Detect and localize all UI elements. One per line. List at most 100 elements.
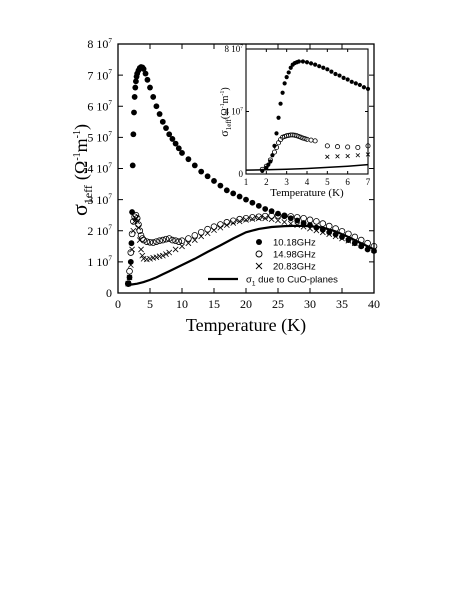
inset-ylabel-sigma: σ (217, 130, 231, 137)
main-ylabel-m: m (71, 138, 91, 152)
main-point-14-98ghz (210, 223, 218, 231)
inset-ylabel-sub: 1eff (225, 118, 233, 130)
main-point-14-98ghz (162, 235, 170, 243)
main-point-10-18ghz (166, 131, 173, 138)
main-point-14-98ghz (223, 219, 231, 226)
main-point-10-18ghz (147, 84, 153, 91)
inset-series-line-1-due-to-cuo-planes (245, 163, 369, 171)
inset-point-14-98ghz (365, 143, 371, 149)
main-point-14-98ghz (127, 249, 135, 256)
main-y-tick-mantissa: 7 10 (87, 68, 108, 82)
inset-point-10-18ghz (317, 64, 322, 69)
main-ylabel-close: ) (71, 124, 92, 130)
main-point-20-83ghz (153, 254, 160, 261)
main-y-tick-mantissa: 1 10 (87, 255, 108, 269)
main-point-20-83ghz (223, 222, 230, 229)
main-point-20-83ghz (255, 215, 262, 222)
main-point-20-83ghz (159, 252, 166, 259)
main-point-14-98ghz (149, 239, 157, 246)
inset-ylabel-sup2: -1 (220, 91, 226, 96)
main-point-20-83ghz (133, 215, 139, 222)
main-point-14-98ghz (306, 216, 314, 224)
main-point-10-18ghz (132, 84, 139, 91)
legend-cuo-sub: 1 (252, 281, 256, 288)
main-y-tick-exponent: 7 (108, 68, 112, 76)
main-point-14-98ghz (229, 217, 237, 225)
main-point-10-18ghz (217, 182, 224, 189)
main-point-20-83ghz (204, 230, 211, 237)
inset-y-tick-mantissa: 4 10 (225, 107, 241, 117)
inset-x-tick-label: 7 (366, 177, 371, 187)
inset-point-14-98ghz (263, 163, 269, 169)
main-point-20-83ghz (230, 220, 237, 226)
main-point-20-83ghz (275, 217, 281, 224)
main-point-14-98ghz (191, 232, 199, 239)
main-point-10-18ghz (211, 178, 217, 184)
main-ylabel-sigma: σ (67, 204, 92, 216)
main-y-tick-label: 8 107 (87, 37, 112, 51)
main-x-axis: 0 5 10 15 20 25 30 35 40 (115, 44, 380, 311)
inset-point-20-83ghz (335, 154, 340, 159)
main-point-20-83ghz (135, 224, 142, 231)
main-y-tick-label: 5 107 (87, 130, 112, 144)
main-y-tick-exponent: 7 (108, 255, 112, 263)
main-point-20-83ghz (217, 224, 224, 231)
inset-point-10-18ghz (272, 143, 277, 148)
main-point-14-98ghz (178, 237, 186, 245)
inset-point-10-18ghz (286, 70, 291, 75)
legend-label-14-98ghz: 14.98GHz (273, 250, 316, 261)
main-point-14-98ghz (236, 215, 243, 223)
inset-point-10-18ghz (282, 81, 287, 86)
inset-point-10-18ghz (313, 62, 318, 67)
main-y-tick-exponent: 7 (108, 161, 112, 169)
inset-point-10-18ghz (357, 82, 362, 88)
inset-point-10-18ghz (280, 90, 285, 95)
main-point-14-98ghz (143, 238, 151, 245)
main-point-10-18ghz (255, 202, 262, 209)
main-point-14-98ghz (217, 221, 224, 228)
main-point-20-83ghz (319, 229, 326, 236)
main-point-14-98ghz (172, 237, 179, 245)
main-point-10-18ghz (275, 210, 281, 217)
inset-x-tick-label: 6 (345, 177, 350, 187)
main-point-20-83ghz (313, 227, 320, 234)
legend-cuo-rest: due to CuO-planes (256, 275, 339, 286)
inset-point-10-18ghz (333, 71, 338, 77)
main-y-tick-mantissa: 6 10 (87, 99, 108, 113)
main-point-20-83ghz (147, 255, 153, 262)
inset-y-tick-mantissa: 8 10 (225, 44, 241, 54)
main-y-tick-exponent: 7 (108, 224, 112, 232)
legend-label-10-18ghz: 10.18GHz (273, 238, 316, 249)
inset-point-10-18ghz (353, 81, 358, 86)
main-point-10-18ghz (142, 70, 149, 77)
main-y-tick-mantissa: 5 10 (87, 131, 108, 145)
inset-point-10-18ghz (268, 159, 273, 164)
inset-point-14-98ghz (324, 143, 330, 149)
main-point-14-98ghz (281, 212, 288, 220)
main-point-20-83ghz (131, 218, 138, 225)
main-point-10-18ghz (129, 162, 136, 169)
inset-point-10-18ghz (304, 60, 310, 65)
main-y-tick-label: 2 107 (87, 224, 112, 238)
legend-cuo-sigma: σ (246, 275, 252, 286)
main-y-tick-exponent: 7 (108, 99, 112, 107)
main-point-14-98ghz (287, 213, 295, 220)
main-point-14-98ghz (159, 236, 167, 244)
inset-plot-frame (245, 48, 369, 175)
inset-point-10-18ghz (345, 77, 350, 82)
main-series-line-1-due-to-cuo-planes (127, 224, 375, 287)
main-y-tick-exponent: 7 (108, 37, 112, 45)
main-point-20-83ghz (339, 235, 345, 242)
main-ylabel-sup1: -1 (72, 152, 83, 160)
main-point-20-83ghz (130, 227, 137, 234)
main-point-20-83ghz (138, 246, 144, 253)
main-x-tick-label: 20 (240, 297, 252, 311)
inset-point-14-98ghz (355, 144, 361, 150)
main-point-20-83ghz (262, 215, 269, 222)
inset-point-10-18ghz (266, 162, 271, 167)
main-x-tick-label: 35 (336, 297, 348, 311)
inset-point-10-18ghz (361, 85, 367, 90)
inset-point-14-98ghz (267, 157, 273, 163)
main-point-20-83ghz (134, 218, 141, 225)
